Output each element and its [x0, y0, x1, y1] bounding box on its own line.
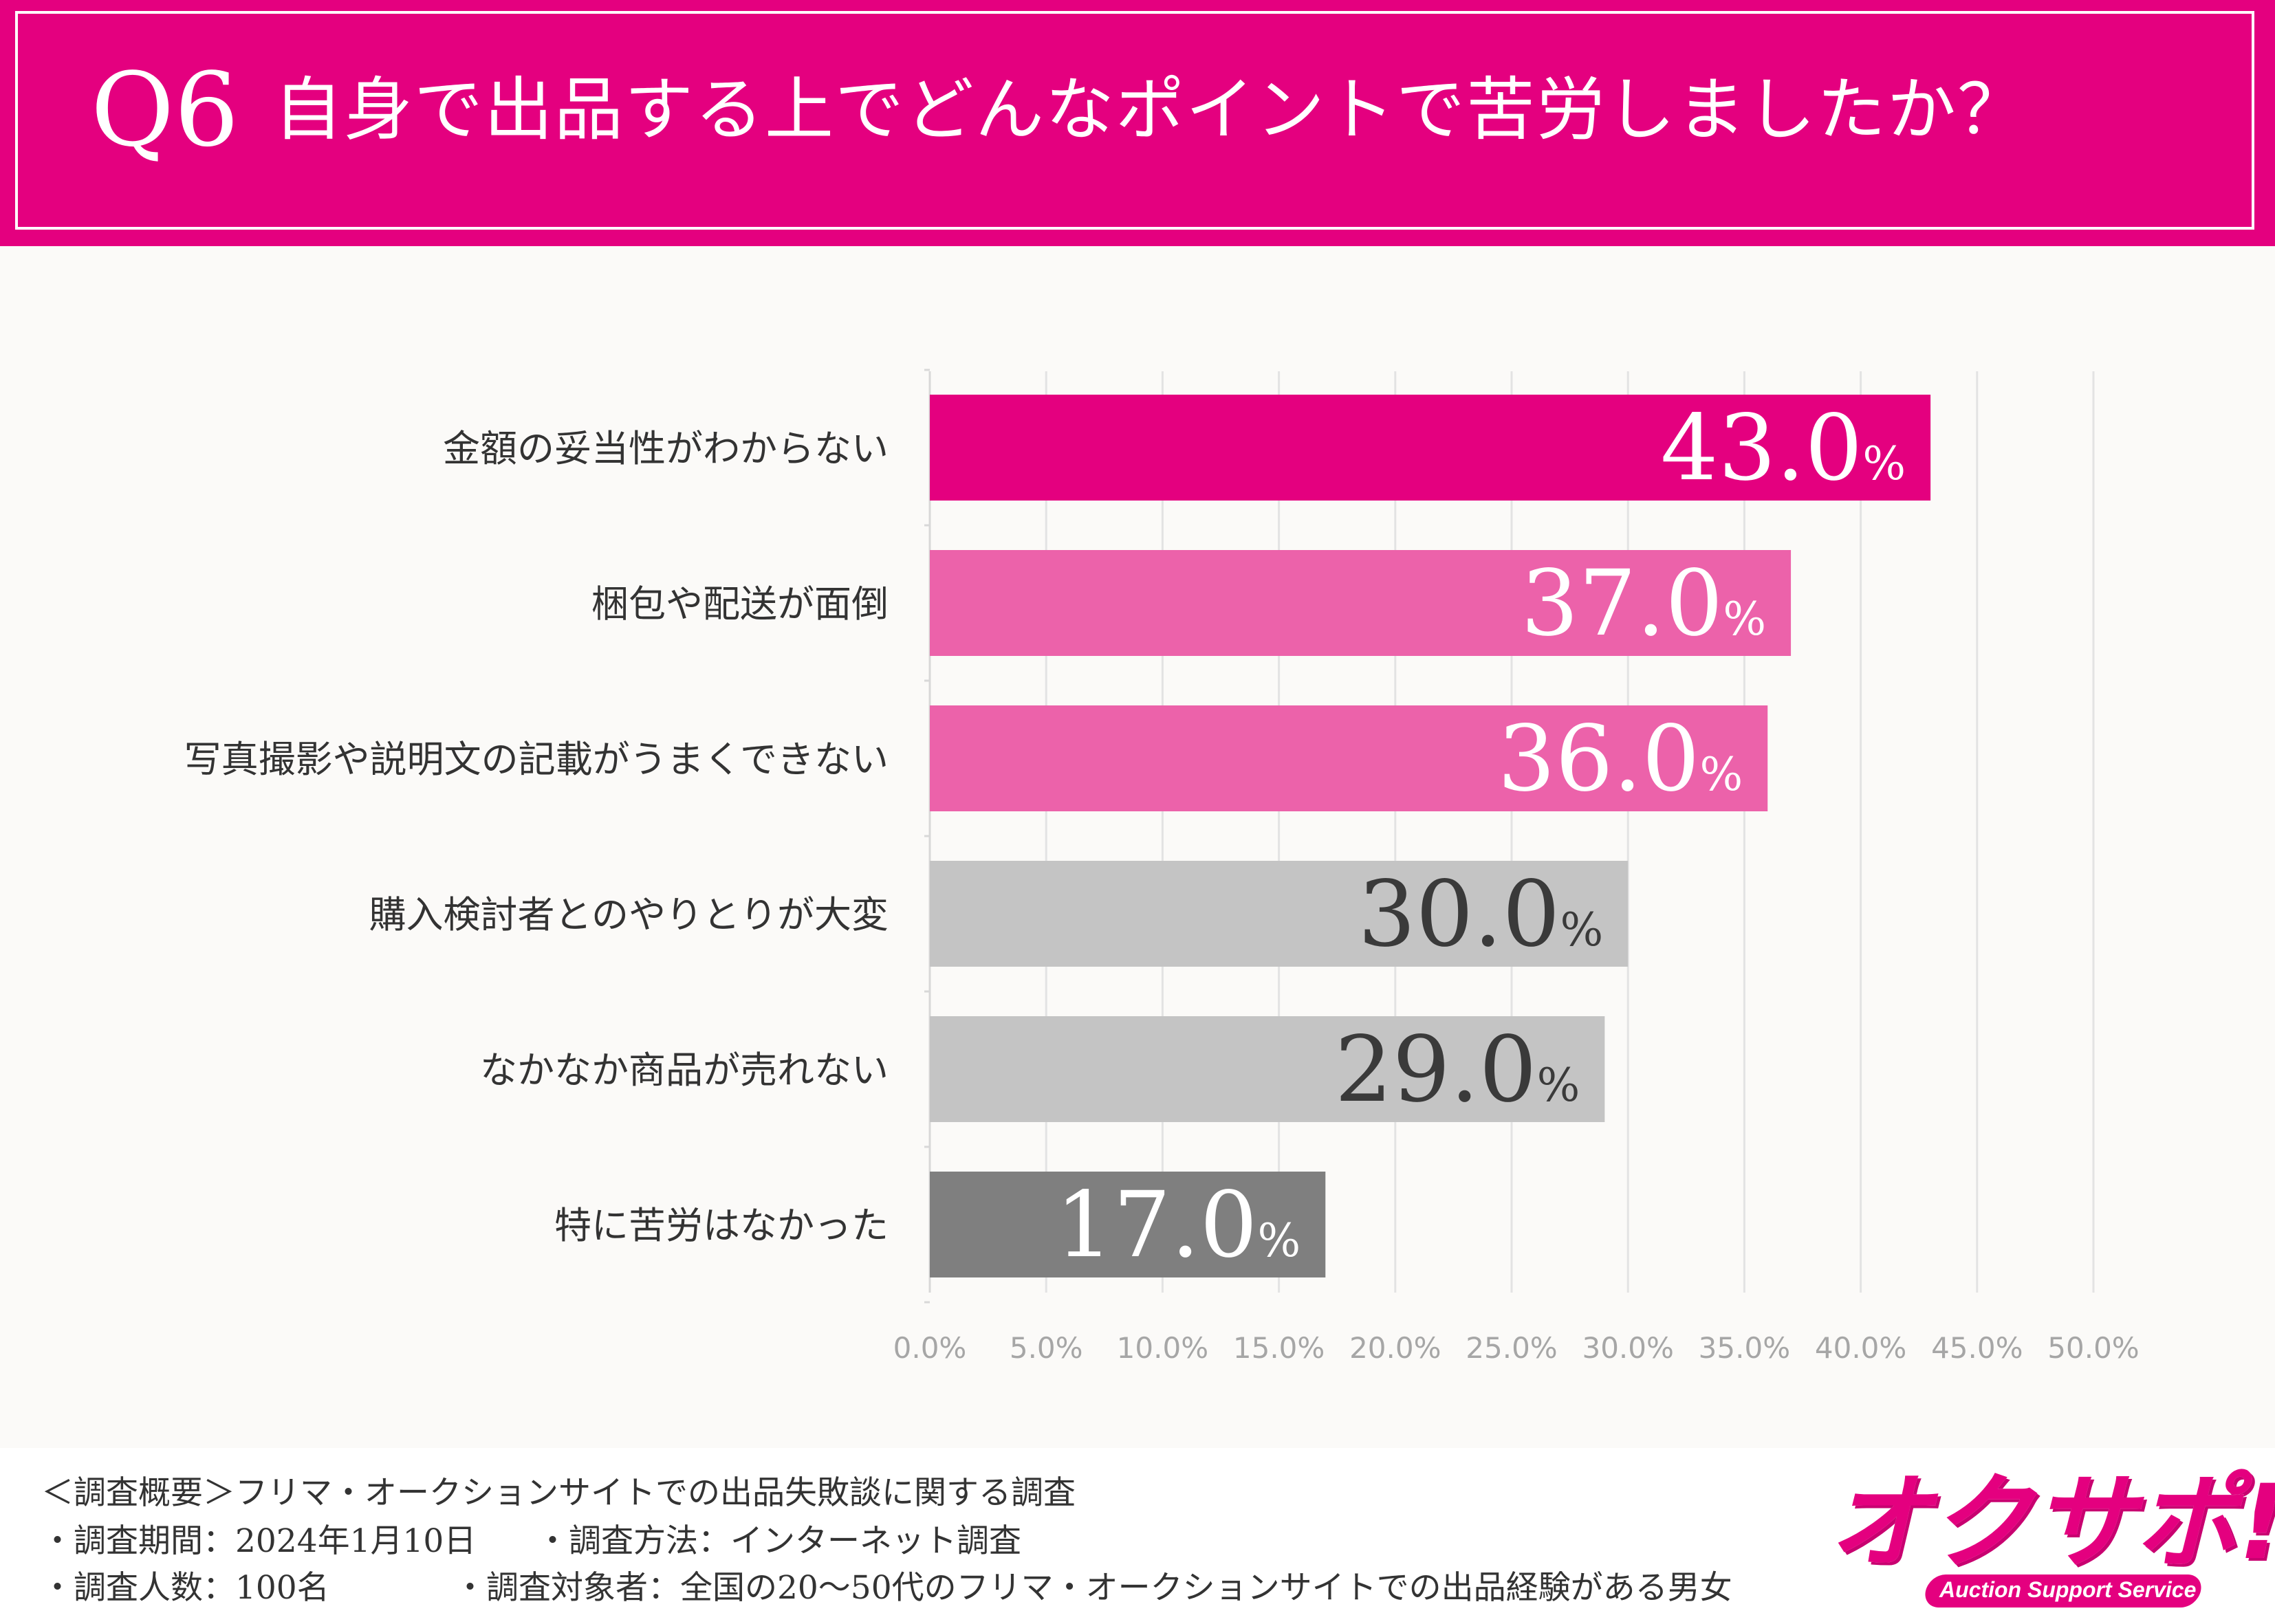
survey-period: ・調査期間：2024年1月10日 — [41, 1522, 477, 1560]
category-label: 梱包や配送が面倒 — [591, 582, 889, 626]
value-label: 37.0% — [1521, 551, 1766, 657]
x-tick-label: 20.0% — [1349, 1331, 1441, 1365]
x-tick-label: 30.0% — [1582, 1331, 1673, 1365]
category-label: なかなか商品が売れない — [480, 1049, 889, 1092]
x-tick-label: 15.0% — [1233, 1331, 1325, 1365]
bar — [930, 395, 1931, 501]
bar-chart: 0.0% 5.0% 10.0% 15.0% 20.0% 25.0% 30.0% 35.0% 40… — [184, 369, 2140, 1365]
value-unit: % — [1537, 1059, 1580, 1112]
bar — [930, 1016, 1605, 1122]
category-label: 購入検討者とのやりとりが大変 — [369, 893, 889, 936]
value-number: 43.0 — [1660, 395, 1862, 501]
survey-count: ・調査人数：100名 — [41, 1569, 329, 1607]
value-number: 36.0 — [1498, 706, 1700, 812]
brand-logo: オクサポ! Auction Support Service — [1822, 1469, 2275, 1616]
header-frame — [15, 11, 2254, 230]
survey-method: ・調査方法：インターネット調査 — [536, 1522, 1021, 1560]
x-tick-label: 45.0% — [1931, 1331, 2023, 1365]
value-number: 37.0 — [1521, 551, 1723, 657]
category-label: 写真撮影や説明文の記載がうまくできない — [184, 738, 889, 781]
value-number: 30.0 — [1358, 862, 1560, 967]
survey-target: ・調査対象者：全国の20～50代のフリマ・オークションサイトでの出品経験がある男… — [454, 1569, 1732, 1607]
category-label: 特に苦労はなかった — [554, 1204, 889, 1247]
logo-subtitle: Auction Support Service — [1939, 1577, 2197, 1602]
survey-summary: ＜調査概要＞フリマ・オークションサイトでの出品失敗談に関する調査 — [41, 1474, 1076, 1512]
bar — [930, 550, 1792, 656]
value-label: 29.0% — [1335, 1017, 1580, 1123]
value-unit: % — [1723, 593, 1766, 646]
x-tick-label: 25.0% — [1466, 1331, 1557, 1365]
value-label: 43.0% — [1660, 395, 1906, 501]
value-label: 30.0% — [1358, 862, 1604, 967]
value-unit: % — [1700, 748, 1743, 801]
x-tick-label: 0.0% — [893, 1331, 967, 1365]
question-title: 自身で出品する上でどんなポイントで苦労しましたか？ — [274, 69, 2027, 150]
value-unit: % — [1862, 437, 1906, 490]
value-unit: % — [1560, 903, 1603, 956]
value-number: 17.0 — [1056, 1172, 1258, 1278]
logo-wordmark: オクサポ! — [1826, 1463, 2275, 1583]
value-number: 29.0 — [1335, 1017, 1537, 1123]
bar — [930, 705, 1768, 811]
value-label: 17.0% — [1056, 1172, 1301, 1278]
x-tick-label: 50.0% — [2047, 1331, 2139, 1365]
value-unit: % — [1258, 1214, 1301, 1267]
value-label: 36.0% — [1498, 706, 1743, 812]
category-label: 金額の妥当性がわからない — [443, 427, 889, 470]
header-banner: Q6 自身で出品する上でどんなポイントで苦労しましたか？ — [0, 0, 2275, 246]
bar — [930, 1172, 1326, 1277]
x-tick-label: 40.0% — [1815, 1331, 1906, 1365]
bar — [930, 861, 1629, 967]
x-tick-label: 5.0% — [1010, 1331, 1083, 1365]
footer: ＜調査概要＞フリマ・オークションサイトでの出品失敗談に関する調査 ・調査期間：2… — [0, 1448, 2275, 1624]
x-tick-label: 35.0% — [1699, 1331, 1790, 1365]
x-tick-label: 10.0% — [1117, 1331, 1208, 1365]
question-number: Q6 — [91, 51, 239, 169]
